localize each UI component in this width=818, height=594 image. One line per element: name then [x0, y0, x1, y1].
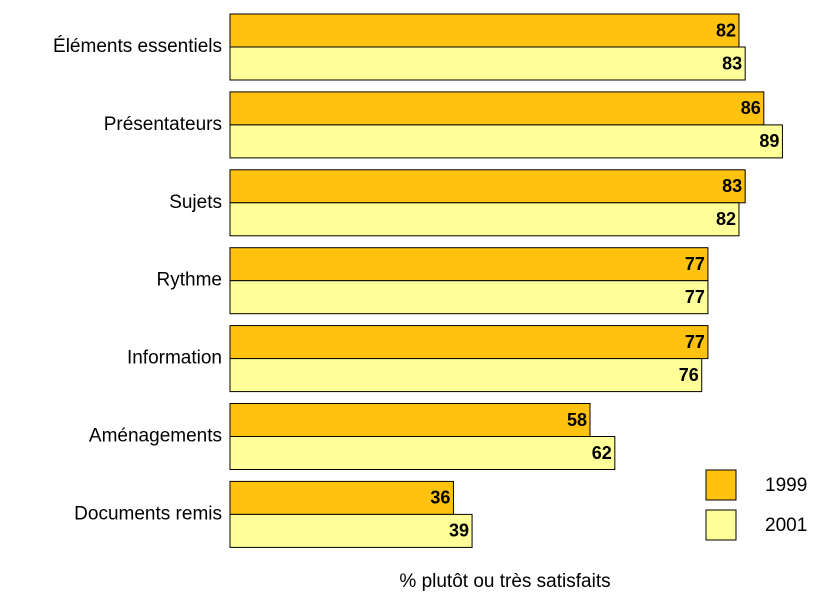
value-label: 76 — [679, 365, 699, 385]
legend-label: 1999 — [765, 475, 807, 496]
value-label: 77 — [685, 332, 705, 352]
y-tick-label: Documents remis — [74, 503, 222, 524]
bar — [229, 480, 454, 515]
bar — [229, 325, 709, 360]
value-label: 83 — [722, 176, 742, 196]
value-label: 83 — [722, 53, 742, 73]
bar — [229, 247, 709, 282]
bar — [229, 436, 616, 470]
y-tick-label: Présentateurs — [104, 114, 222, 135]
value-label: 77 — [685, 287, 705, 307]
bar — [229, 91, 765, 126]
legend-label: 2001 — [765, 515, 807, 536]
y-tick-label: Rythme — [157, 270, 222, 291]
y-tick-label: Sujets — [169, 192, 222, 213]
bar — [229, 403, 591, 437]
value-label: 89 — [759, 131, 779, 151]
value-label: 62 — [592, 443, 612, 463]
value-label: 86 — [741, 98, 761, 118]
bar — [229, 513, 473, 548]
y-tick-label: Éléments essentiels — [53, 36, 222, 57]
value-label: 82 — [716, 209, 736, 229]
bar — [229, 46, 746, 81]
legend-swatch — [705, 469, 737, 501]
value-label: 39 — [449, 521, 469, 541]
legend-swatch — [705, 509, 737, 541]
value-label: 58 — [567, 410, 587, 430]
bar — [229, 169, 746, 204]
value-label: 82 — [716, 20, 736, 40]
value-label: 36 — [430, 488, 450, 508]
x-axis-label: % plutôt ou très satisfaits — [399, 571, 610, 592]
bar — [229, 13, 740, 48]
y-tick-label: Aménagements — [89, 426, 222, 447]
bar — [229, 358, 703, 393]
bar — [229, 202, 740, 237]
bar — [229, 124, 783, 159]
value-label: 77 — [685, 254, 705, 274]
bar — [229, 280, 709, 315]
y-tick-label: Information — [127, 348, 222, 369]
